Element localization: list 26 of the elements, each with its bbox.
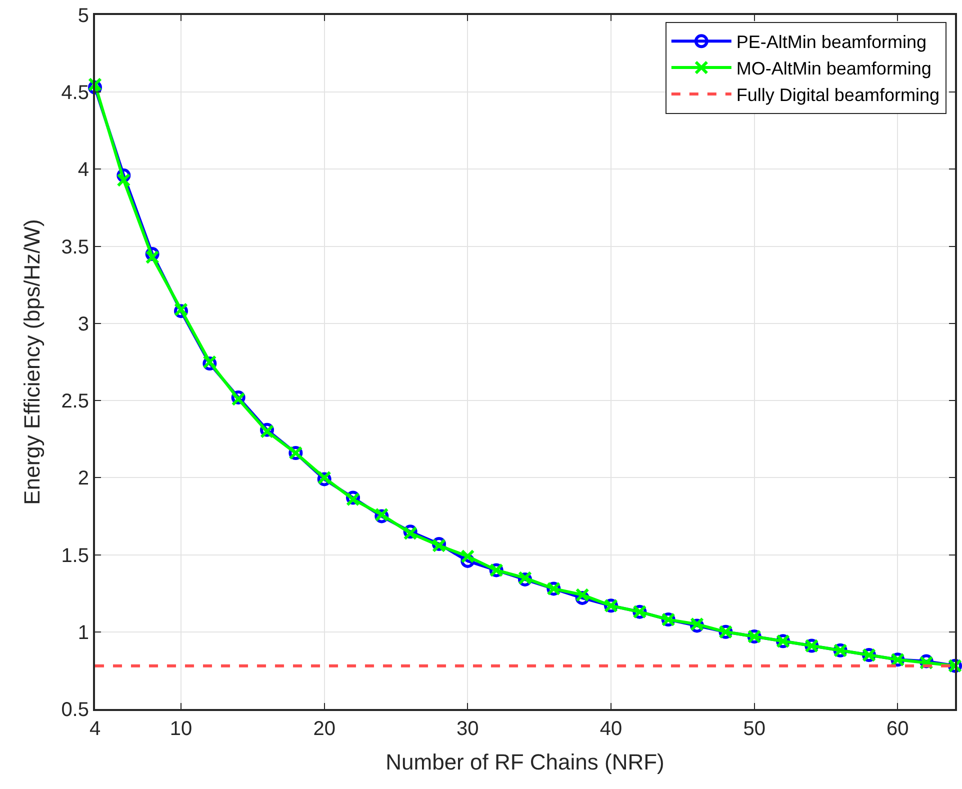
y-tick-label: 4 xyxy=(78,159,89,182)
y-tick-label: 1 xyxy=(78,622,89,644)
point xyxy=(575,588,590,602)
y-tick-label: 3.5 xyxy=(61,236,89,258)
y-tick-label: 1.5 xyxy=(61,544,89,567)
y-axis-title: Energy Efficiency (bps/Hz/W) xyxy=(19,219,44,505)
x-axis-title: Number of RF Chains (NRF) xyxy=(386,749,664,774)
x-tick-label: 20 xyxy=(313,718,336,740)
legend-label: MO-AltMin beamforming xyxy=(736,58,932,79)
x-tick-label: 30 xyxy=(456,718,479,740)
y-tick-label: 3 xyxy=(78,313,89,336)
y-tick-label: 5 xyxy=(78,5,89,27)
x-tick-label: 10 xyxy=(170,718,192,740)
x-tick-label: 60 xyxy=(886,718,909,740)
y-tick-label: 2 xyxy=(78,468,89,490)
point xyxy=(116,173,131,188)
legend-label: PE-AltMin beamforming xyxy=(736,32,926,52)
y-tick-label: 0.5 xyxy=(61,699,89,721)
y-tick-label: 2.5 xyxy=(61,390,89,413)
x-tick-label: 40 xyxy=(600,718,622,740)
point xyxy=(145,250,160,264)
point xyxy=(460,549,475,564)
x-tick-label: 50 xyxy=(743,718,766,740)
point xyxy=(88,77,102,92)
y-tick-label: 4.5 xyxy=(61,82,89,104)
legend-label: Fully Digital beamforming xyxy=(736,84,940,105)
